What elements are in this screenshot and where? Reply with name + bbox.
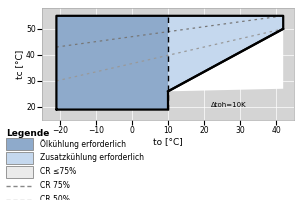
Text: Legende: Legende [6,129,50,138]
Text: CR 50%: CR 50% [40,196,70,200]
Polygon shape [168,29,283,91]
Bar [6,166,33,178]
Y-axis label: tc [°C]: tc [°C] [16,49,25,79]
Text: CR ≤75%: CR ≤75% [40,167,77,176]
Polygon shape [168,16,283,91]
Text: Δtoh=10K: Δtoh=10K [211,102,247,108]
X-axis label: to [°C]: to [°C] [153,137,183,146]
Polygon shape [56,16,168,110]
Text: Ölkühlung erforderlich: Ölkühlung erforderlich [40,139,127,149]
Text: CR 75%: CR 75% [40,181,70,190]
Bar [6,138,33,150]
Text: Zusatzkühlung erforderlich: Zusatzkühlung erforderlich [40,153,145,162]
Bar [6,152,33,164]
